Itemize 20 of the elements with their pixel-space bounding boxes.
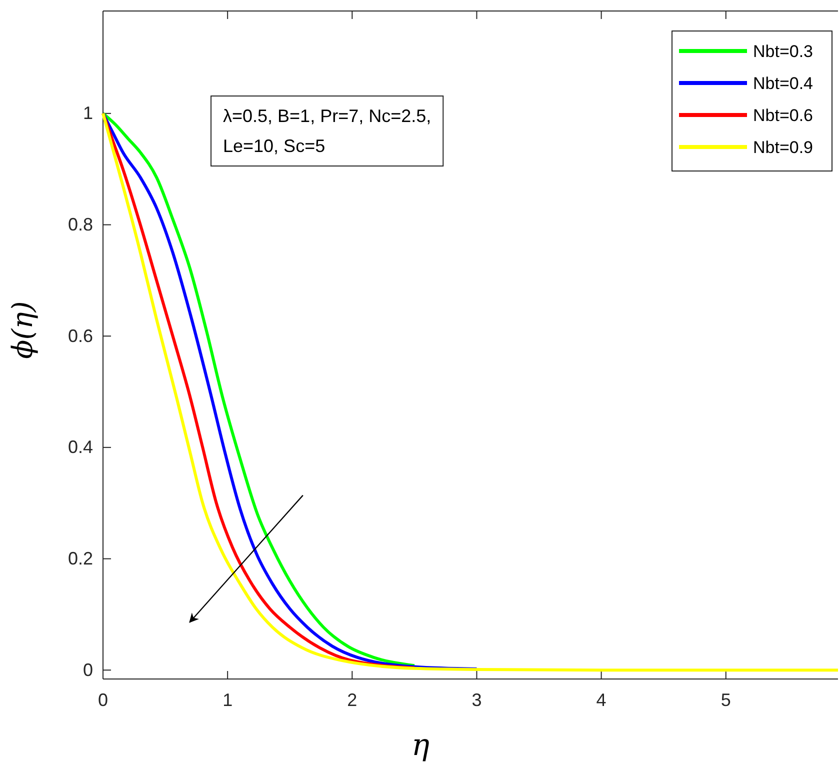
y-axis-title: ϕ(η) xyxy=(6,301,39,359)
legend-label: Nbt=0.6 xyxy=(753,106,814,125)
legend-label: Nbt=0.9 xyxy=(753,138,814,157)
y-tick-label: 0 xyxy=(82,660,93,680)
x-tick-label: 3 xyxy=(472,690,482,710)
y-tick-label: 0.8 xyxy=(68,214,93,235)
x-tick-label: 4 xyxy=(596,690,606,710)
y-tick-label: 0.4 xyxy=(68,437,93,458)
y-tick-label: 0.6 xyxy=(68,326,93,346)
legend-label: Nbt=0.4 xyxy=(753,74,814,93)
annotation: λ=0.5, B=1, Pr=7, Nc=2.5, xyxy=(223,106,432,126)
x-tick-label: 0 xyxy=(98,690,108,710)
x-tick-label: 1 xyxy=(222,690,233,710)
x-tick-label: 5 xyxy=(720,690,731,710)
y-tick-label: 1 xyxy=(82,103,93,124)
annotation: Le=10, Sc=5 xyxy=(223,136,326,156)
x-axis-title: η xyxy=(412,728,430,763)
legend-label: Nbt=0.3 xyxy=(753,42,814,61)
y-tick-label: 0.2 xyxy=(68,548,93,569)
x-tick-label: 2 xyxy=(347,690,358,710)
